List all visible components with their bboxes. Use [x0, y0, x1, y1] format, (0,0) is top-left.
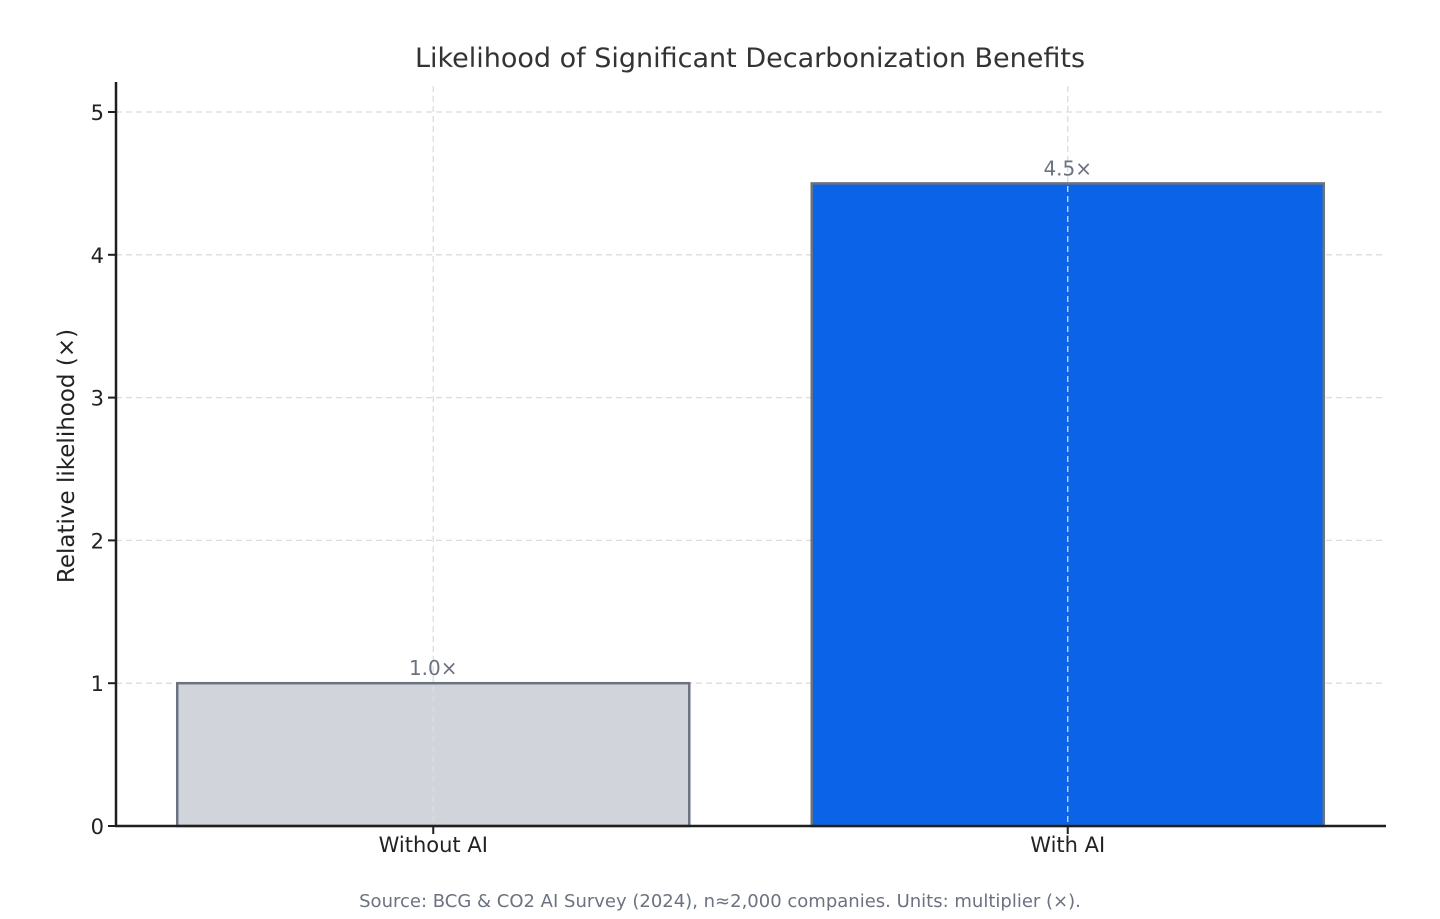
y-tick-label-2: 2	[91, 529, 104, 553]
y-tick-label-0: 0	[91, 815, 104, 839]
data-label-0: 1.0×	[409, 656, 458, 680]
y-tick-label-3: 3	[91, 387, 104, 411]
source-note: Source: BCG & CO2 AI Survey (2024), n≈2,…	[359, 891, 1081, 912]
y-tick-label-4: 4	[91, 244, 104, 268]
x-ticks: Without AI With AI	[379, 826, 1105, 857]
y-axis-label: Relative likelihood (×)	[54, 329, 80, 583]
y-ticks: 0 1 2 3 4 5	[91, 101, 116, 839]
x-tick-label-1: With AI	[1030, 833, 1105, 857]
data-label-1: 4.5×	[1043, 156, 1092, 180]
chart-title: Likelihood of Significant Decarbonizatio…	[415, 43, 1085, 74]
data-labels: 1.0× 4.5×	[409, 156, 1092, 680]
vertical-grid-layer	[432, 86, 1069, 826]
bar-layer	[175, 182, 1326, 828]
y-tick-label-1: 1	[91, 672, 104, 696]
y-tick-label-5: 5	[91, 101, 104, 125]
x-tick-label-0: Without AI	[379, 833, 488, 857]
bar-without-ai	[175, 681, 691, 828]
